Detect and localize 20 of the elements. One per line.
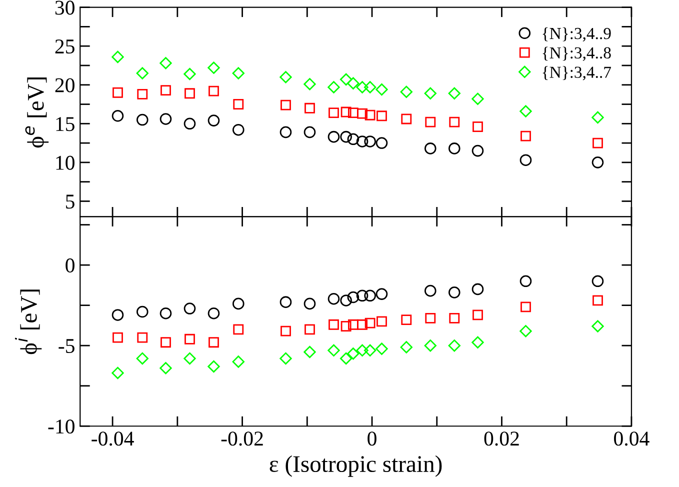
y-tick-label: -10 [48, 420, 74, 434]
x-tick-label: -0.02 [221, 432, 263, 446]
x-axis-title: ε (Isotropic strain) [270, 455, 442, 477]
y-tick-label: -5 [58, 339, 74, 354]
legend-label: {N}:3,4..7 [542, 66, 611, 80]
y-tick-label: 0 [66, 258, 74, 272]
x-tick-label: -0.04 [92, 432, 134, 446]
y-axis-title: ϕ$^{e}$ [eV] [25, 77, 49, 148]
legend-label: {N}:3,4..9 [542, 27, 611, 42]
y-axis-title: ϕ$^{i}$ [eV] [15, 290, 42, 354]
y-tick-label: 20 [55, 78, 74, 92]
y-tick-label: 25 [55, 40, 74, 54]
x-tick-label: 0 [368, 432, 376, 446]
x-tick-label: 0.04 [614, 432, 650, 446]
y-tick-label: 15 [56, 117, 74, 132]
y-tick-label: 30 [55, 0, 74, 15]
y-tick-label: 5 [66, 194, 74, 209]
legend-label: {N}:3,4..8 [542, 46, 611, 61]
y-tick-label: 10 [56, 156, 74, 170]
x-tick-label: 0.02 [484, 432, 519, 446]
